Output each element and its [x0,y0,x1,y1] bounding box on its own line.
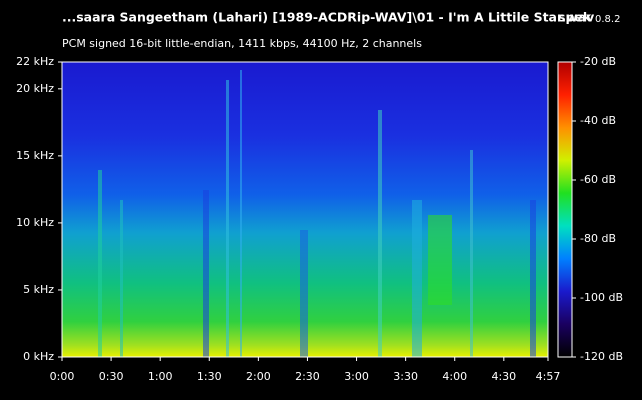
app-name: spek [558,10,592,25]
y-tick-label: 20 kHz [16,82,54,95]
colorbar-tick-label: -60 dB [580,173,616,186]
colorbar-tick-label: -100 dB [580,291,623,304]
y-tick-label: 15 kHz [16,149,54,162]
x-tick-label: 4:00 [442,370,467,383]
plot-frame [61,61,549,358]
y-tick-label: 5 kHz [23,283,54,296]
y-tick-label: 10 kHz [16,216,54,229]
x-tick-label: 2:30 [295,370,320,383]
app-version: 0.8.2 [595,14,620,25]
x-tick-label: 3:00 [344,370,369,383]
x-tick-label: 2:00 [246,370,271,383]
colorbar-tick-label: -80 dB [580,232,616,245]
x-tick-label: 1:30 [197,370,222,383]
chart-subtitle: PCM signed 16-bit little-endian, 1411 kb… [62,37,422,50]
x-tick-label: 0:30 [99,370,124,383]
x-tick-label: 4:57 [536,370,561,383]
y-tick-label: 0 kHz [23,350,54,363]
colorbar-tick-label: -40 dB [580,114,616,127]
spectrogram [61,61,549,358]
colorbar-tick-label: -20 dB [580,55,616,68]
y-tick-label: 22 kHz [16,55,54,68]
x-tick-label: 4:30 [491,370,516,383]
chart-title: ...saara Sangeetham (Lahari) [1989-ACDRi… [62,10,594,25]
x-tick-label: 1:00 [148,370,173,383]
x-tick-label: 0:00 [50,370,75,383]
colorbar-tick-label: -120 dB [580,350,623,363]
spectrogram-texture [98,70,536,357]
x-tick-label: 3:30 [393,370,418,383]
color-bar [557,61,573,358]
